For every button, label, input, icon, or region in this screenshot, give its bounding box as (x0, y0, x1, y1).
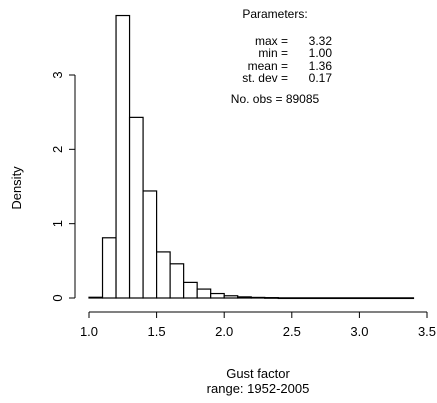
histogram-bar (169, 263, 185, 299)
histogram-bar (156, 251, 171, 299)
x-tick-label: 3.0 (350, 324, 368, 339)
histogram-bar (250, 296, 266, 299)
histogram-bar (210, 292, 225, 299)
histogram-bar (101, 237, 117, 299)
param-label: min = (258, 46, 288, 60)
histogram-bar (115, 14, 131, 299)
x-tick-label: 1.5 (148, 324, 166, 339)
x-tick-label: 1.0 (80, 324, 98, 339)
param-row-stdev: st. dev = 0.17 (222, 72, 332, 85)
observation-count: No. obs = 89085 (230, 91, 320, 106)
histogram-bar (264, 297, 279, 299)
param-value: 1.36 (308, 58, 332, 73)
param-row-mean: mean = 1.36 (222, 58, 332, 73)
histogram-bar (237, 296, 252, 299)
histogram-bar (183, 281, 198, 299)
param-label: max = (254, 33, 288, 48)
y-tick-label: 3 (50, 71, 65, 78)
x-axis-subtitle: range: 1952-2005 (207, 381, 310, 396)
parameters-box: Parameters: max = 3.32 min = 1.00 mean =… (200, 8, 350, 105)
histogram-bar (142, 190, 158, 299)
histogram-bar (277, 297, 415, 300)
histogram-bar (196, 288, 212, 299)
param-label: mean = (247, 58, 288, 73)
histogram-bar (88, 296, 104, 299)
y-tick-label: 2 (50, 146, 65, 153)
x-tick-label: 3.5 (418, 324, 436, 339)
y-tick-label: 1 (50, 220, 65, 227)
histogram-bar (223, 295, 239, 299)
param-value: 0.17 (308, 71, 332, 85)
param-label: st. dev = (242, 71, 288, 85)
y-axis-label: Density (9, 166, 24, 210)
histogram-bar (128, 116, 144, 299)
y-tick-label: 0 (50, 294, 65, 301)
x-tick-label: 2.0 (215, 324, 233, 339)
parameters-title: Parameters: (242, 7, 308, 21)
param-value: 3.32 (308, 33, 332, 48)
param-value: 1.00 (308, 46, 332, 60)
x-tick-label: 2.5 (283, 324, 301, 339)
param-row-min: min = 1.00 (222, 47, 332, 60)
param-row-max: max = 3.32 (222, 33, 332, 48)
x-axis-label: Gust factor (226, 366, 290, 381)
